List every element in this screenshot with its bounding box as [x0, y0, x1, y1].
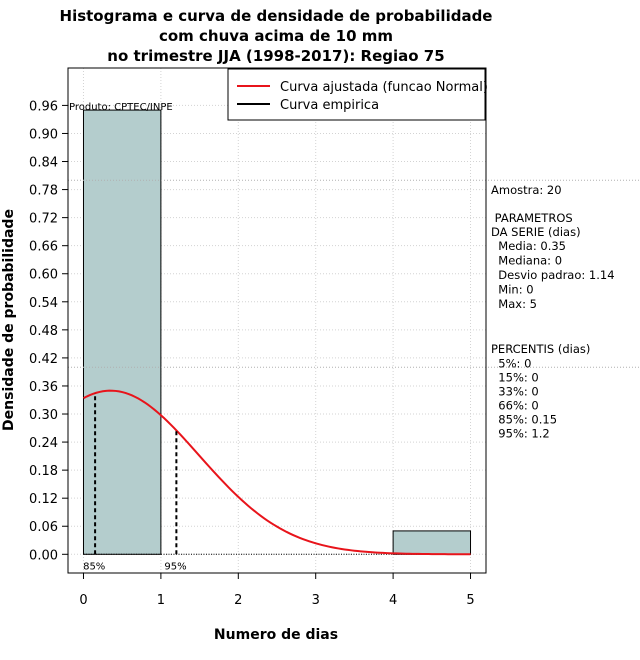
y-tick-label-14: 0.84 — [29, 156, 58, 171]
y-tick-label-11: 0.66 — [29, 240, 58, 255]
product-label: Produto: CPTEC/INPE — [69, 102, 173, 113]
y-tick-label-2: 0.12 — [29, 492, 58, 507]
percentile-label-0: 85% — [83, 561, 105, 572]
y-axis: 0.00 0.06 0.12 0.18 0.24 0.30 0.36 0.42 0.48 0.54… — [29, 99, 68, 563]
sample-size: Amostra: 20 — [491, 183, 562, 197]
chart-title-line-0: Histograma e curva de densidade de proba… — [60, 7, 493, 25]
percentile-3: 66%: 0 — [491, 399, 539, 413]
y-tick-label-3: 0.18 — [29, 464, 58, 479]
legend-fitted-label: Curva ajustada (funcao Normal) — [280, 80, 488, 95]
y-tick-label-6: 0.36 — [29, 380, 58, 395]
chart-title-line-2: no trimestre JJA (1998-2017): Regiao 75 — [107, 47, 444, 65]
x-axis-label: Numero de dias — [214, 627, 338, 643]
params-title-1: DA SERIE (dias) — [491, 225, 581, 239]
histogram-bars — [82, 109, 472, 555]
y-tick-label-9: 0.54 — [29, 296, 58, 311]
x-axis: 0 1 2 3 4 5 — [79, 573, 475, 608]
x-tick-label-4: 4 — [389, 593, 397, 608]
percentile-1: 15%: 0 — [491, 371, 539, 385]
legend: Curva ajustada (funcao Normal) Curva emp… — [227, 68, 488, 121]
param-3: Min: 0 — [491, 283, 534, 297]
params-title-0: PARAMETROS — [491, 211, 573, 225]
plot-frame — [67, 67, 487, 574]
param-4: Max: 5 — [491, 297, 537, 311]
param-2: Desvio padrao: 1.14 — [491, 268, 615, 282]
y-tick-label-0: 0.00 — [29, 548, 58, 563]
y-tick-label-10: 0.60 — [29, 268, 58, 283]
percentile-4: 85%: 0.15 — [491, 413, 557, 427]
x-tick-label-5: 5 — [466, 593, 474, 608]
percentiles-title: PERCENTIS (dias) — [491, 342, 590, 356]
legend-empirical-label: Curva empirica — [280, 98, 379, 113]
y-axis-label: Densidade de probabilidade — [1, 209, 17, 431]
param-1: Mediana: 0 — [491, 254, 562, 268]
percentile-2: 33%: 0 — [491, 385, 539, 399]
x-tick-label-2: 2 — [234, 593, 242, 608]
y-tick-label-12: 0.72 — [29, 212, 58, 227]
percentile-5: 95%: 1.2 — [491, 427, 550, 441]
chart-title-line-1: com chuva acima de 10 mm — [159, 27, 393, 45]
chart-title: Histograma e curva de densidade de proba… — [60, 7, 493, 65]
y-tick-label-15: 0.90 — [29, 127, 58, 142]
legend-box — [227, 68, 486, 121]
y-tick-label-16: 0.96 — [29, 99, 58, 114]
histogram-bar-4 — [392, 530, 472, 555]
y-tick-label-5: 0.30 — [29, 408, 58, 423]
fitted-normal-curve — [83, 389, 471, 556]
y-tick-label-8: 0.48 — [29, 324, 58, 339]
y-tick-label-13: 0.78 — [29, 184, 58, 199]
percentile-0: 5%: 0 — [491, 357, 531, 371]
dotted-reference-lines — [68, 179, 640, 368]
y-tick-label-4: 0.24 — [29, 436, 58, 451]
param-0: Media: 0.35 — [491, 239, 566, 253]
y-tick-label-1: 0.06 — [29, 520, 58, 535]
percentile-label-1: 95% — [164, 561, 186, 572]
x-tick-label-0: 0 — [79, 593, 87, 608]
percentile-markers: 85% 95% — [83, 393, 187, 572]
x-tick-label-3: 3 — [312, 593, 320, 608]
histogram-bar-0 — [82, 109, 162, 555]
x-tick-label-1: 1 — [157, 593, 165, 608]
y-tick-label-7: 0.42 — [29, 352, 58, 367]
